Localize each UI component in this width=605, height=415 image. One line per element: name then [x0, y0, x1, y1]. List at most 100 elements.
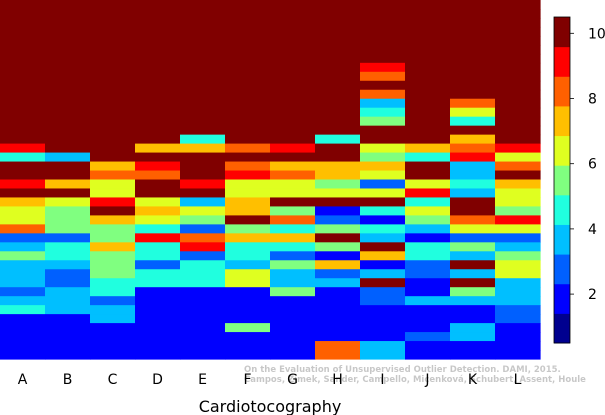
heatmap-cell [135, 296, 181, 306]
heatmap-cell [180, 188, 226, 199]
heatmap-cell [45, 26, 91, 37]
heatmap-cell [135, 35, 181, 46]
heatmap-cell [45, 98, 91, 109]
heatmap-cell [225, 71, 271, 82]
heatmap-cell [0, 17, 46, 28]
heatmap-cell [90, 341, 136, 351]
heatmap-cell [90, 152, 136, 163]
heatmap-cell [270, 17, 316, 28]
heatmap-cell [180, 206, 226, 216]
heatmap-cell [135, 152, 181, 163]
heatmap-cell [225, 197, 271, 208]
heatmap-cell [180, 80, 226, 91]
heatmap-cell [270, 242, 316, 252]
heatmap-cell [450, 35, 496, 46]
x-tick-label: F [243, 372, 251, 388]
heatmap-cell [45, 170, 91, 181]
heatmap-cell [135, 143, 181, 154]
heatmap-cell [450, 125, 496, 136]
heatmap-cell [135, 8, 181, 19]
heatmap-cell [315, 152, 361, 163]
heatmap-cell [225, 35, 271, 46]
heatmap-cell [270, 107, 316, 118]
heatmap-cell [225, 341, 271, 351]
heatmap-cell [270, 152, 316, 163]
heatmap-cell [225, 278, 271, 288]
heatmap-cell [225, 350, 271, 360]
heatmap-cell [495, 0, 541, 10]
heatmap-cell [225, 107, 271, 118]
heatmap-cell [405, 17, 451, 28]
heatmap-cell [0, 161, 46, 172]
heatmap-cell [450, 107, 496, 118]
heatmap-cell [45, 206, 91, 216]
heatmap-cell [0, 62, 46, 73]
heatmap-cell [90, 269, 136, 279]
heatmap-cell [315, 260, 361, 270]
heatmap-cell [405, 278, 451, 288]
heatmap-cell [0, 305, 46, 315]
heatmap-cell [135, 350, 181, 360]
heatmap-cell [360, 215, 406, 225]
heatmap-cell [315, 161, 361, 172]
heatmap-cell [450, 116, 496, 127]
heatmap-cell [360, 188, 406, 199]
colorbar-segment [554, 17, 570, 48]
heatmap-cell [360, 206, 406, 216]
heatmap-cell [225, 287, 271, 297]
heatmap-cell [225, 332, 271, 342]
heatmap-cell [315, 107, 361, 118]
heatmap-cell [0, 206, 46, 216]
heatmap-cell [315, 35, 361, 46]
heatmap-cell [180, 332, 226, 342]
heatmap-cell [90, 296, 136, 306]
heatmap-cell [180, 26, 226, 37]
heatmap-cell [225, 116, 271, 127]
heatmap-cell [450, 224, 496, 234]
heatmap-cell [135, 62, 181, 73]
heatmap-cell [450, 350, 496, 360]
heatmap-cell [225, 224, 271, 234]
heatmap-cell [135, 224, 181, 234]
heatmap-cell [0, 332, 46, 342]
heatmap-cell [135, 188, 181, 199]
heatmap-cell [495, 80, 541, 91]
heatmap-cell [450, 80, 496, 91]
heatmap-cell [315, 296, 361, 306]
heatmap-cell [45, 8, 91, 19]
heatmap-cell [90, 89, 136, 100]
heatmap-cell [45, 44, 91, 55]
heatmap-cell [90, 44, 136, 55]
heatmap-cell [225, 98, 271, 109]
heatmap-cell [270, 323, 316, 333]
heatmap-cell [495, 296, 541, 306]
heatmap-cell [270, 332, 316, 342]
heatmap-cell [270, 134, 316, 145]
heatmap-cell [405, 152, 451, 163]
heatmap-cell [225, 296, 271, 306]
heatmap-cell [360, 278, 406, 288]
heatmap-cell [180, 233, 226, 243]
heatmap-cell [360, 269, 406, 279]
heatmap-cell [45, 233, 91, 243]
heatmap-cell [225, 134, 271, 145]
heatmap-cell [225, 179, 271, 190]
heatmap-cell [90, 242, 136, 252]
heatmap-cell [135, 161, 181, 172]
heatmap-cell [90, 197, 136, 208]
heatmap-cell [45, 35, 91, 46]
heatmap-cell [315, 179, 361, 190]
heatmap-cell [135, 107, 181, 118]
heatmap-cell [225, 233, 271, 243]
heatmap-cell [405, 242, 451, 252]
heatmap-cell [0, 215, 46, 225]
heatmap-cell [45, 197, 91, 208]
heatmap-cell [315, 80, 361, 91]
heatmap-cell [225, 323, 271, 333]
colorbar-segment [554, 254, 570, 285]
heatmap-cell [405, 44, 451, 55]
heatmap-cell [360, 107, 406, 118]
heatmap-cell [450, 62, 496, 73]
heatmap-cell [45, 332, 91, 342]
heatmap-cell [135, 287, 181, 297]
